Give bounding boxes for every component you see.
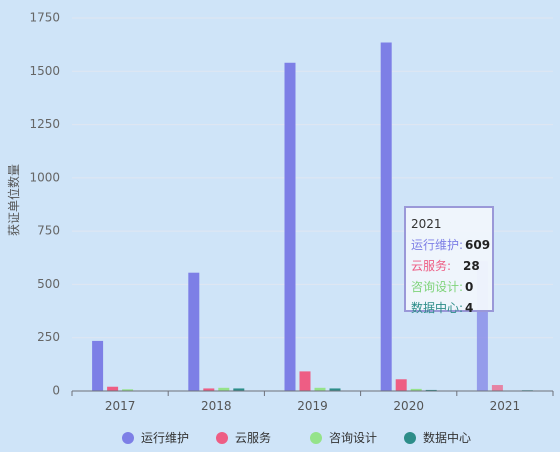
tooltip: 2021 运行维护: 609 云服务: 28 咨询设计: 0 数据中心: 4 [404, 206, 494, 315]
legend-item[interactable]: 运行维护 [122, 431, 189, 445]
y-axis-label: 获证单位数量 [6, 164, 21, 236]
bar[interactable] [314, 387, 326, 391]
legend-label: 数据中心 [423, 430, 471, 445]
tooltip-row-value: 4 [465, 301, 474, 315]
bar[interactable] [395, 379, 407, 391]
legend-label: 云服务 [235, 430, 271, 445]
bar[interactable] [188, 272, 200, 391]
y-axis-ticks: 0 250 500 750 1000 1250 1500 1750 [29, 11, 60, 398]
bar[interactable] [380, 42, 392, 392]
tooltip-row-label: 咨询设计: [411, 280, 464, 294]
x-tick-label: 2021 [490, 399, 521, 413]
bar[interactable] [233, 388, 245, 391]
legend-marker [122, 432, 134, 444]
legend[interactable]: 运行维护 云服务 咨询设计 数据中心 [122, 430, 471, 445]
bar[interactable] [425, 389, 437, 391]
y-tick-label: 1250 [29, 117, 60, 131]
x-tick-label: 2018 [201, 399, 232, 413]
legend-item[interactable]: 数据中心 [404, 430, 471, 445]
y-tick-label: 1500 [29, 64, 60, 78]
bar[interactable] [329, 388, 341, 391]
tooltip-row-label: 运行维护: [411, 238, 464, 252]
bar[interactable] [218, 387, 230, 391]
x-axis-ticks: 2017 2018 2019 2020 2021 [71, 391, 554, 413]
legend-label: 运行维护 [141, 431, 189, 445]
tooltip-row: 运行维护: 609 [411, 235, 492, 256]
y-tick-label: 750 [37, 224, 60, 238]
legend-label: 咨询设计 [329, 430, 377, 445]
tooltip-row-value: 28 [463, 259, 480, 273]
legend-marker [404, 432, 416, 444]
y-tick-label: 1000 [29, 170, 60, 184]
bar[interactable] [122, 389, 134, 391]
tooltip-row-value: 0 [465, 280, 474, 294]
bar[interactable] [410, 388, 422, 391]
legend-marker [216, 432, 228, 444]
bars [92, 42, 533, 392]
y-tick-label: 1750 [29, 11, 60, 25]
bar[interactable] [476, 261, 488, 391]
y-tick-label: 500 [37, 277, 60, 291]
tooltip-row-value: 609 [465, 238, 491, 252]
legend-item[interactable]: 云服务 [216, 430, 271, 445]
y-tick-label: 250 [37, 330, 60, 344]
bar[interactable] [284, 62, 296, 391]
tooltip-row: 数据中心: 4 [411, 298, 492, 319]
bar[interactable] [491, 385, 503, 391]
bar[interactable] [92, 340, 104, 391]
bar[interactable] [107, 386, 119, 391]
y-tick-label: 0 [52, 384, 60, 398]
tooltip-title: 2021 [411, 217, 442, 231]
bar[interactable] [203, 388, 215, 391]
x-tick-label: 2019 [297, 399, 328, 413]
legend-item[interactable]: 咨询设计 [310, 430, 377, 445]
tooltip-row-label: 数据中心: [411, 301, 464, 315]
tooltip-row: 咨询设计: 0 [411, 277, 492, 298]
tooltip-row: 云服务: 28 [411, 256, 492, 277]
x-tick-label: 2017 [105, 399, 136, 413]
legend-marker [310, 432, 322, 444]
grid-lines [72, 17, 553, 339]
bar[interactable] [299, 371, 311, 391]
x-tick-label: 2020 [393, 399, 424, 413]
tooltip-row-label: 云服务: [411, 259, 452, 273]
